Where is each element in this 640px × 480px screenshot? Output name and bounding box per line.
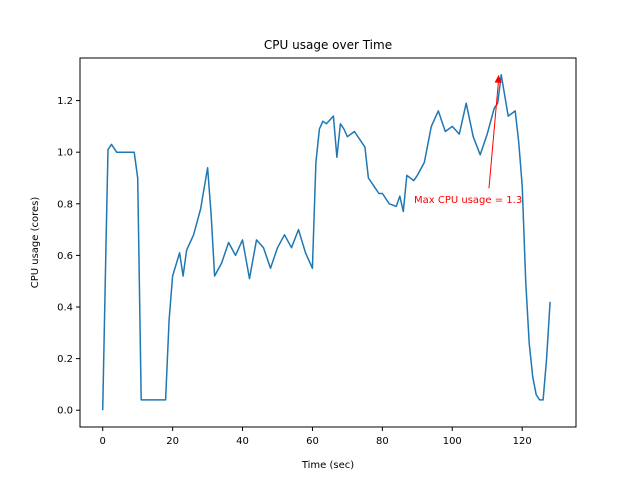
y-tick-label: 0.4 <box>57 303 73 314</box>
chart-title: CPU usage over Time <box>264 38 392 52</box>
y-axis-label: CPU usage (cores) <box>30 197 41 289</box>
y-axis-ticks: 0.0 0.2 0.4 0.6 0.8 1.0 1.2 <box>57 96 80 417</box>
y-tick-label: 1.2 <box>57 96 73 107</box>
y-tick-label: 0.8 <box>57 199 73 210</box>
annotation-label: Max CPU usage = 1.3 <box>414 195 522 206</box>
y-tick-label: 0.2 <box>57 354 73 365</box>
x-axis-ticks: 0 20 40 60 80 100 120 <box>100 427 532 447</box>
series-layer <box>101 74 551 411</box>
x-tick-label: 20 <box>166 436 179 447</box>
x-tick-label: 80 <box>376 436 389 447</box>
y-tick-label: 1.0 <box>57 148 73 159</box>
plot-area: 0 20 40 60 80 100 120 0.0 0.2 0.4 0.6 0.8 1.0 1.2 Ma… <box>57 57 577 447</box>
y-tick-label: 0.6 <box>57 251 73 262</box>
annotation-layer: Max CPU usage = 1.3 <box>414 74 522 206</box>
y-tick-label: 0.0 <box>57 406 73 417</box>
x-tick-label: 60 <box>306 436 319 447</box>
x-tick-label: 100 <box>443 436 462 447</box>
annotation-arrowhead <box>494 74 502 84</box>
x-tick-label: 120 <box>513 436 532 447</box>
cpu-usage-line <box>101 74 551 411</box>
annotation-arrow <box>488 77 500 189</box>
x-tick-label: 0 <box>100 436 106 447</box>
x-axis-label: Time (sec) <box>301 460 354 471</box>
x-tick-label: 40 <box>236 436 249 447</box>
plot-frame <box>79 57 577 428</box>
